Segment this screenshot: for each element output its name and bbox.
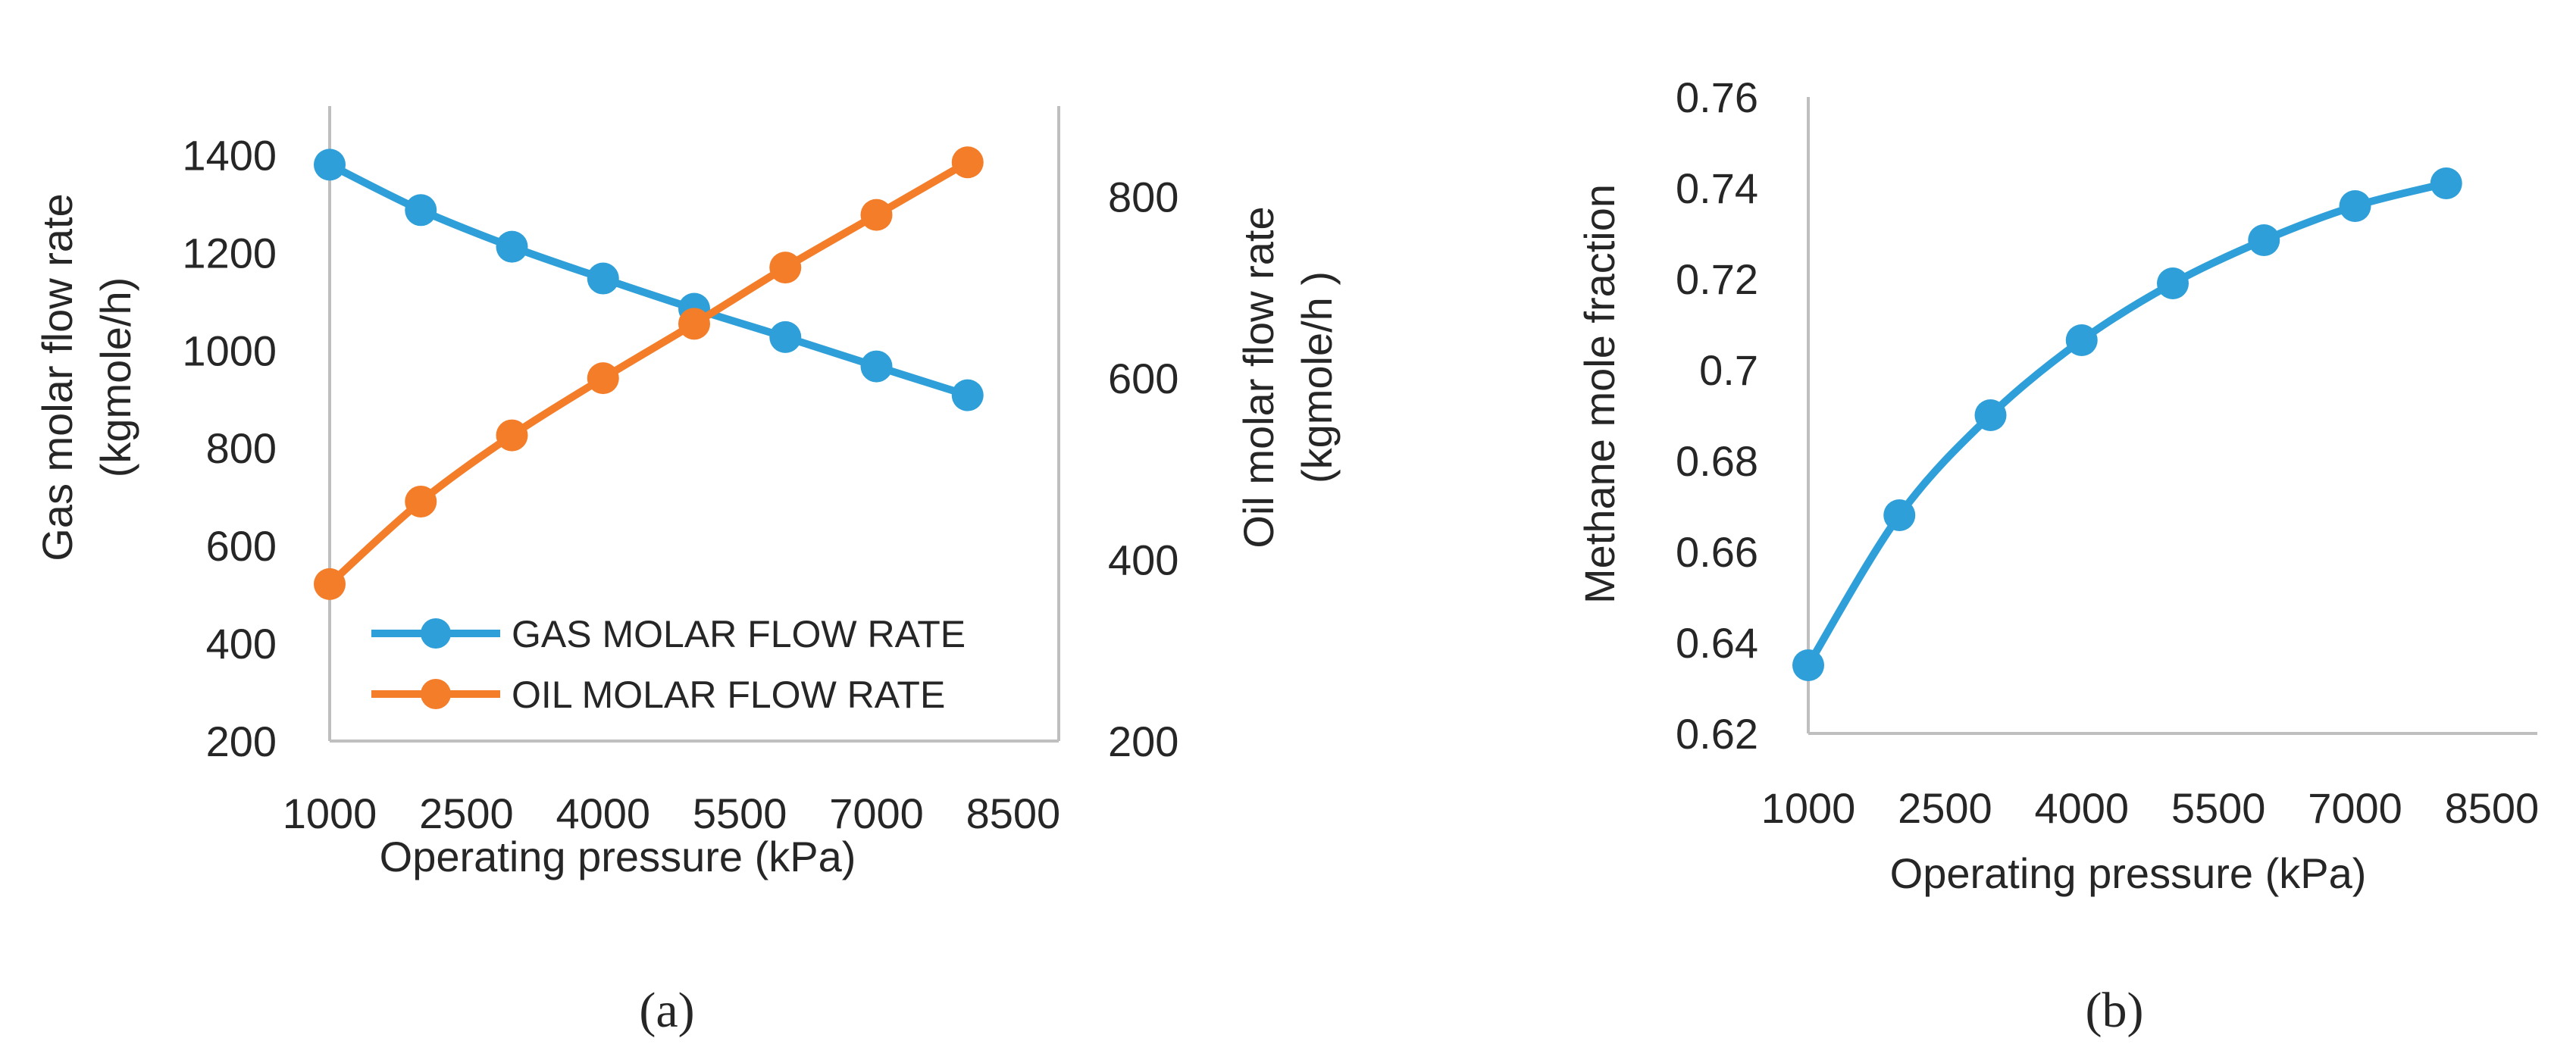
panel-a-left-y-tick-label: 200 [206, 718, 277, 765]
panel-a-x-axis-title: Operating pressure (kPa) [380, 833, 856, 880]
panel-b-methane-data-point [1974, 399, 2007, 431]
panel-b-y-tick-label: 0.64 [1676, 619, 1758, 667]
panel-a-x-tick-label: 8500 [966, 790, 1061, 837]
panel-a-left-y-tick-label: 400 [206, 620, 277, 668]
panel-b-y-tick-labels: 0.62 0.64 0.66 0.68 0.7 0.72 0.74 0.76 [1676, 73, 1758, 758]
panel-a-x-tick-label: 2500 [419, 790, 514, 837]
panel-b-methane-data-point [2065, 324, 2098, 356]
panel-b-chart: 1000 2500 4000 5500 7000 8500 0.620.640.660.6… [1576, 73, 2539, 1038]
legend-item-gas: GAS MOLAR FLOW RATE [371, 613, 966, 655]
panel-a-left-y-axis-title-line2: (kgmole/h) [92, 277, 139, 478]
panel-b-y-tick-label: 0.62 [1676, 710, 1758, 758]
panel-a-oil-data-point [678, 308, 710, 340]
panel-b-y-tick-label: 0.7 [1699, 346, 1758, 394]
panel-b-x-tick-label: 7000 [2308, 784, 2402, 832]
panel-b-methane-data-point [2157, 267, 2189, 299]
panel-b-y-tick-label: 0.66 [1676, 528, 1758, 576]
legend-gas-marker [421, 618, 451, 649]
panel-b-label: (b) [2086, 983, 2144, 1038]
panel-a-x-tick-label: 5500 [693, 790, 787, 837]
panel-b-x-axis-title: Operating pressure (kPa) [1890, 849, 2367, 897]
panel-b-methane-data-point [2248, 224, 2280, 256]
panel-a-label: (a) [639, 983, 694, 1038]
panel-a-oil-data-point [951, 146, 984, 179]
panel-a-legend: GAS MOLAR FLOW RATE OIL MOLAR FLOW RATE [371, 613, 966, 716]
panel-a-x-tick-label: 1000 [283, 790, 377, 837]
panel-b-x-tick-label: 4000 [2034, 784, 2129, 832]
panel-b-axes [1807, 97, 2537, 735]
panel-b-x-tick-label: 5500 [2171, 784, 2266, 832]
panel-a-left-y-tick-label: 600 [206, 522, 277, 570]
panel-a-right-y-axis-title-line2: (kgmole/h ) [1293, 271, 1341, 483]
legend-oil-label: OIL MOLAR FLOW RATE [512, 674, 945, 716]
panel-a-left-y-axis-title-line1: Gas molar flow rate [33, 193, 81, 561]
panel-b-y-tick-label: 0.68 [1676, 437, 1758, 485]
panel-a-right-y-tick-labels: 200 400 600 800 [1108, 174, 1178, 765]
panel-b-x-tick-labels: 1000 2500 4000 5500 7000 8500 [1761, 784, 2539, 832]
panel-a-gas-data-point [769, 321, 802, 353]
panel-a-right-y-tick-label: 400 [1108, 536, 1178, 584]
panel-b-y-tick-label: 0.76 [1676, 73, 1758, 121]
panel-a-right-y-tick-label: 200 [1108, 718, 1178, 765]
panel-a-left-y-tick-label: 1200 [182, 229, 277, 277]
panel-a-axes [328, 106, 1060, 743]
panel-a-oil-data-point [587, 362, 619, 395]
panel-a-gas-data-point [587, 262, 619, 295]
panel-b-y-tick-label: 0.72 [1676, 255, 1758, 303]
panel-a-gas-data-point [314, 149, 346, 181]
panel-a-left-y-tick-label: 1000 [182, 327, 277, 374]
panel-a-right-y-tick-label: 600 [1108, 355, 1178, 402]
panel-b-x-tick-label: 8500 [2445, 784, 2540, 832]
panel-a-chart: 1000 2500 4000 5500 7000 8500 200 400 600 800 100… [33, 106, 1341, 1038]
panel-a-oil-data-point [496, 419, 528, 452]
panel-a-series [314, 146, 984, 600]
panel-b-x-tick-label: 1000 [1761, 784, 1856, 832]
panel-b-x-tick-label: 2500 [1898, 784, 1992, 832]
panel-b-methane-data-point [2430, 167, 2462, 199]
panel-a-oil-data-point [860, 199, 893, 231]
panel-a-x-tick-labels: 1000 2500 4000 5500 7000 8500 [283, 790, 1060, 837]
panel-a-right-y-axis-title-line1: Oil molar flow rate [1235, 206, 1282, 548]
panel-a-left-y-tick-label: 1400 [182, 131, 277, 179]
panel-a-gas-data-point [405, 194, 437, 227]
legend-item-oil: OIL MOLAR FLOW RATE [371, 674, 945, 716]
legend-gas-label: GAS MOLAR FLOW RATE [512, 613, 966, 655]
panel-a-gas-data-point [860, 350, 893, 383]
panel-a-gas-data-point [496, 230, 528, 263]
panel-a-oil-data-point [314, 568, 346, 600]
panel-a-left-y-tick-label: 800 [206, 424, 277, 472]
panel-b-methane-data-point [1792, 649, 1824, 681]
panel-b-series [1792, 167, 2462, 681]
panel-a-oil-data-point [769, 252, 802, 284]
panel-a-gas-data-point [951, 379, 984, 411]
panel-a-x-tick-label: 7000 [829, 790, 924, 837]
panel-a-x-tick-label: 4000 [556, 790, 650, 837]
panel-b-y-axis-title: Methane mole fraction [1576, 184, 1623, 604]
legend-oil-marker [421, 679, 451, 709]
panel-b-methane-data-point [1883, 499, 1916, 531]
panel-b-y-tick-label: 0.74 [1676, 164, 1758, 212]
panel-b-methane-data-point [2339, 190, 2371, 222]
panel-a-left-y-tick-labels: 200 400 600 800 1000 1200 1400 [182, 131, 277, 765]
panel-a-right-y-tick-label: 800 [1108, 174, 1178, 221]
panel-a-oil-data-point [405, 485, 437, 517]
